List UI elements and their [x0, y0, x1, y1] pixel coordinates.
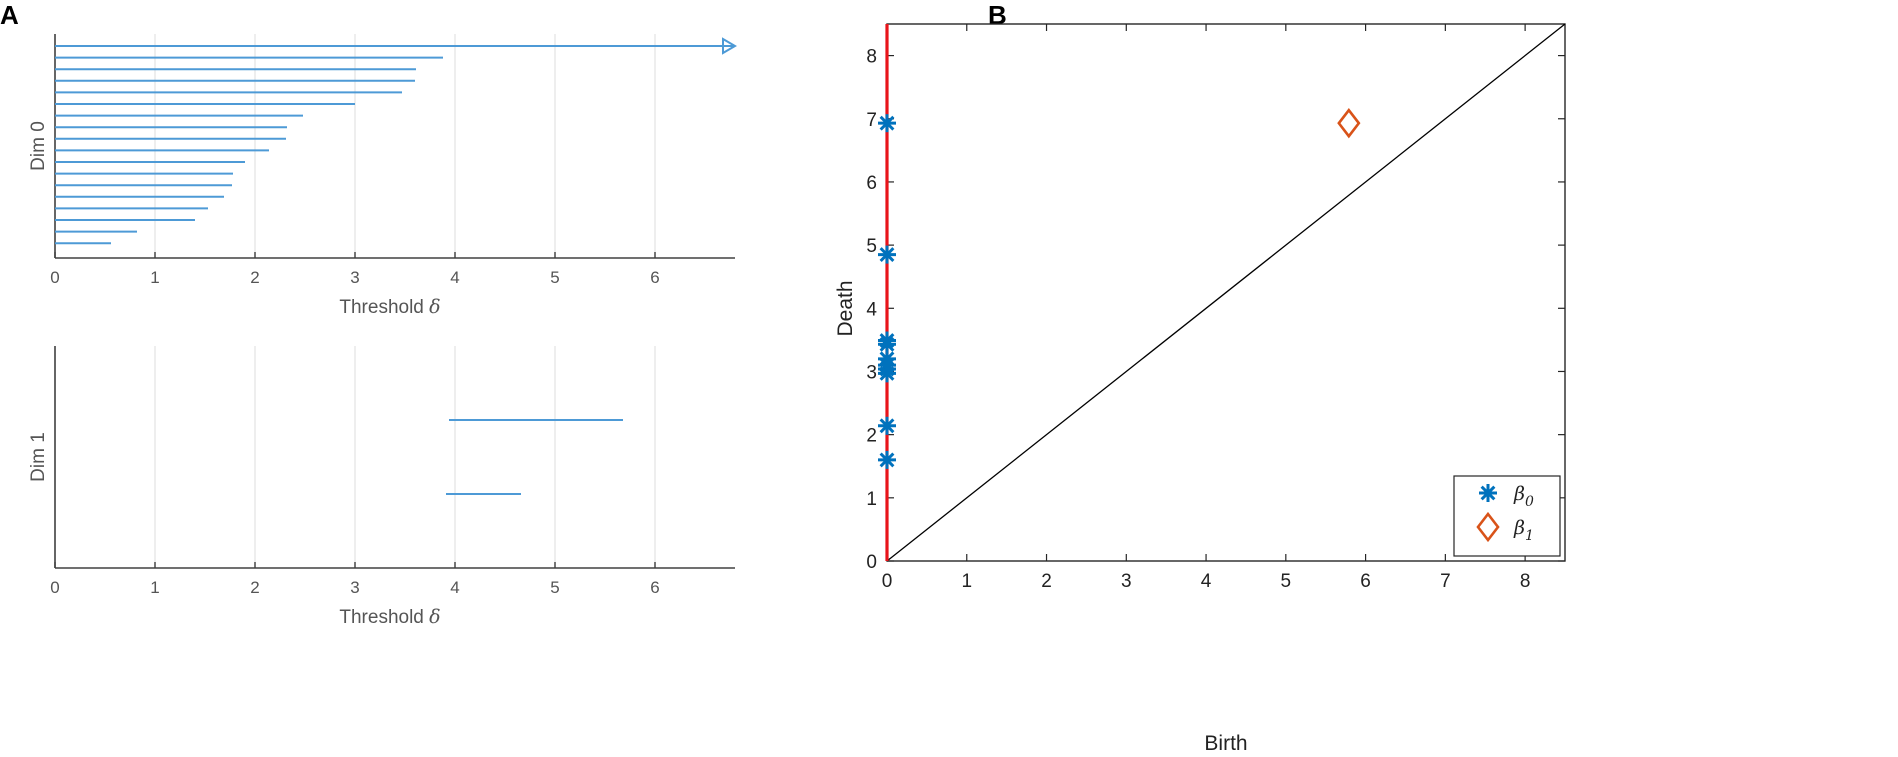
x-tick-label: 1 — [150, 268, 159, 287]
legend-box — [1453, 475, 1561, 557]
x-tick-label: 6 — [650, 268, 659, 287]
x-axis-label: Threshold δ — [339, 296, 440, 318]
diagonal-line — [886, 23, 1566, 562]
panel-b-letter: B — [988, 0, 1007, 30]
x-tick-label: 8 — [1520, 571, 1531, 592]
x-tick-label: 6 — [650, 578, 659, 597]
x-axis-label-symbol: δ — [429, 606, 440, 628]
y-axis-label: Dim 0 — [28, 121, 49, 171]
x-tick-label: 7 — [1440, 571, 1451, 592]
barcode-dim1-plot: 0 1 2 3 4 5 6 Threshold δ Dim 1 — [28, 346, 735, 628]
legend-label-symbol: β — [1513, 517, 1525, 539]
beta0-point-marker — [878, 450, 896, 469]
beta0-point-marker-stroke — [879, 247, 895, 263]
infinite-bar-arrow-icon — [722, 37, 737, 55]
beta1-point-marker — [1337, 108, 1361, 139]
y-tick-label: 0 — [866, 552, 877, 573]
y-tick-label: 4 — [866, 299, 877, 320]
beta0-point-marker — [878, 335, 896, 354]
x-tick-label: 6 — [1360, 571, 1371, 592]
beta0-point-marker-stroke — [879, 365, 895, 381]
legend-label-symbol: β — [1513, 483, 1525, 505]
x-tick-label: 1 — [150, 578, 159, 597]
barcode-dim0-plot: 0 1 2 3 4 5 6 Threshold δ Dim 0 — [28, 34, 737, 318]
x-tick-label: 0 — [50, 578, 59, 597]
beta0-point-marker-stroke — [879, 115, 895, 131]
legend-beta0-marker-icon — [1479, 484, 1497, 502]
y-tick-label: 8 — [866, 47, 877, 68]
legend-label-beta1: β1 — [1513, 517, 1534, 544]
y-tick-label: 5 — [866, 236, 877, 257]
x-tick-label: 2 — [250, 268, 259, 287]
x-tick-label: 5 — [550, 268, 559, 287]
legend-beta1-marker-icon — [1476, 511, 1500, 543]
x-tick-label: 3 — [350, 578, 359, 597]
y-tick-label: 7 — [866, 110, 877, 131]
x-tick-label: 2 — [250, 578, 259, 597]
x-tick-label: 1 — [961, 571, 972, 592]
x-tick-label: 3 — [1121, 571, 1132, 592]
y-tick-label: 3 — [866, 362, 877, 383]
beta0-point-marker — [878, 114, 896, 133]
x-tick-label: 5 — [1281, 571, 1292, 592]
beta0-point-marker-stroke — [879, 418, 895, 434]
y-axis-label: Dim 1 — [28, 432, 49, 482]
y-tick-label: 2 — [866, 426, 877, 447]
beta0-point-marker-stroke — [879, 452, 895, 468]
beta0-point-marker — [878, 364, 896, 383]
y-axis-label: Death — [834, 280, 857, 336]
x-axis-label-symbol: δ — [429, 296, 440, 318]
y-tick-label: 6 — [866, 173, 877, 194]
x-tick-label: 0 — [50, 268, 59, 287]
x-tick-label: 2 — [1041, 571, 1052, 592]
x-axis-label: Birth — [1204, 732, 1247, 755]
panel-a-letter: A — [0, 0, 19, 30]
y-tick-label: 1 — [866, 489, 877, 510]
x-tick-label: 5 — [550, 578, 559, 597]
x-axis-label: Threshold δ — [339, 606, 440, 628]
legend-label-beta0: β0 — [1513, 483, 1534, 510]
x-tick-label: 3 — [350, 268, 359, 287]
x-axis-label-text: Threshold — [339, 607, 429, 628]
beta0-point-marker-stroke — [879, 336, 895, 352]
x-tick-label: 4 — [450, 578, 459, 597]
beta0-point-marker — [878, 416, 896, 435]
x-tick-label: 4 — [1201, 571, 1212, 592]
x-axis-label-text: Threshold — [339, 297, 429, 318]
beta0-point-marker — [878, 245, 896, 264]
legend-label-subscript: 1 — [1525, 528, 1534, 544]
legend-label-subscript: 0 — [1525, 494, 1534, 510]
legend-beta0-marker-icon-stroke — [1480, 485, 1496, 501]
x-tick-label: 4 — [450, 268, 459, 287]
x-tick-label: 0 — [882, 571, 893, 592]
